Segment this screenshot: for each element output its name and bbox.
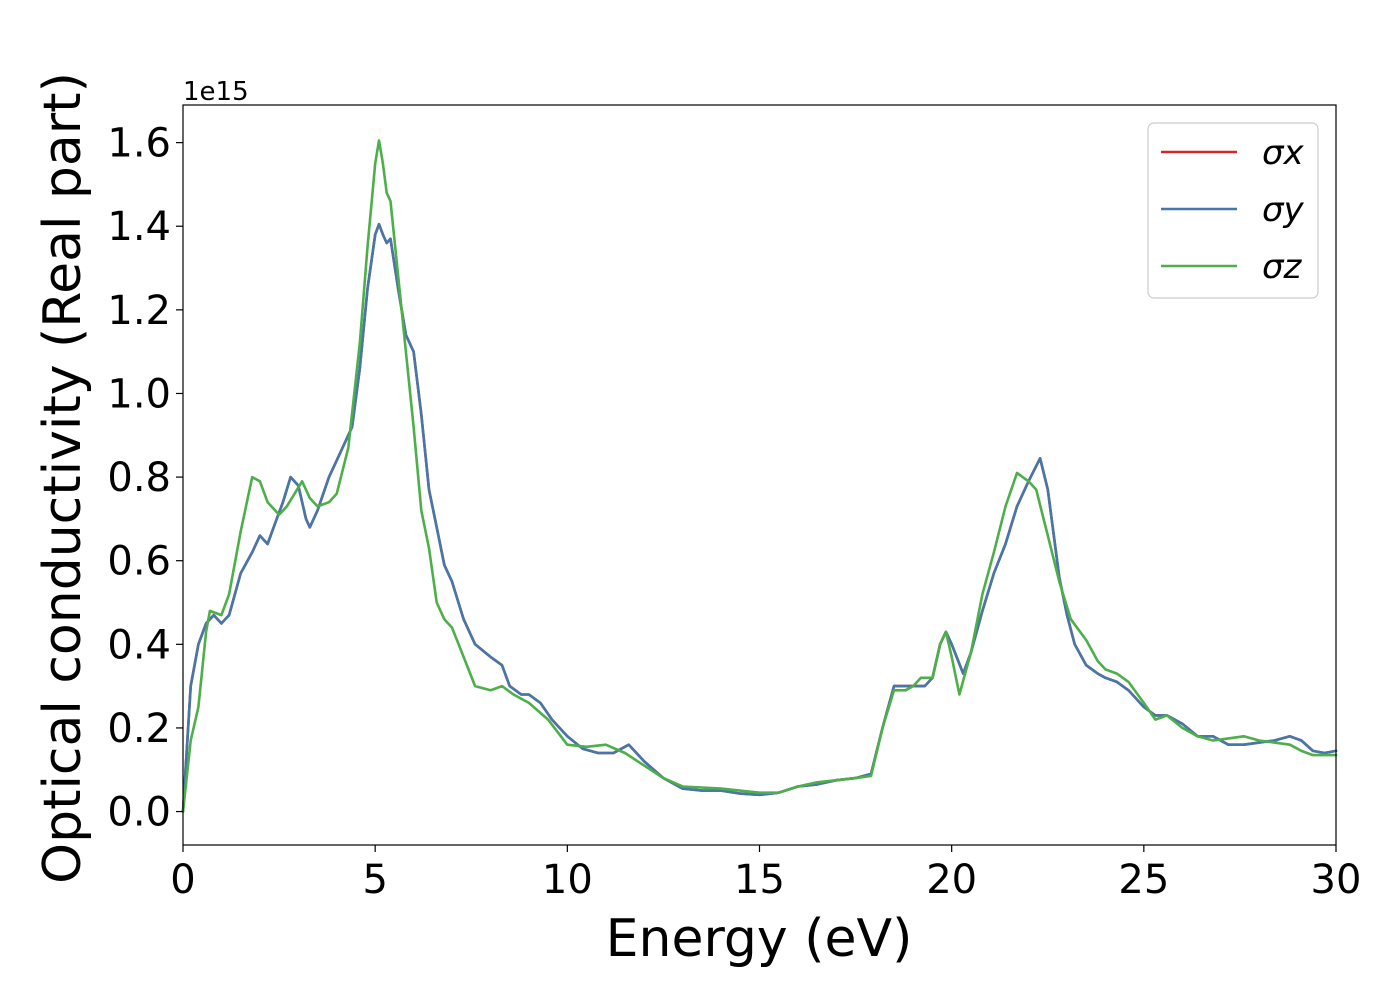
x-axis: 0 5 10 15 20 25 30	[170, 845, 1361, 903]
y-tick-label: 1.0	[107, 371, 171, 417]
x-tick-label: 20	[926, 857, 977, 903]
legend-box	[1147, 122, 1319, 299]
x-tick-label: 25	[1118, 857, 1169, 903]
y-tick-label: 1.4	[107, 204, 171, 250]
series-line-3	[181, 139, 1338, 813]
plot-area	[181, 139, 1338, 813]
y-tick-label: 0.4	[107, 622, 171, 668]
x-tick-label: 30	[1311, 857, 1362, 903]
y-axis: 0.0 0.2 0.4 0.6 0.8 1.0 1.2 1.4 1.6	[107, 121, 183, 836]
legend-label-2: σy	[1262, 190, 1305, 230]
legend: σx σy σz	[1147, 122, 1319, 299]
y-axis-label: Optical conductivity (Real part)	[33, 72, 93, 884]
series-line-2	[181, 222, 1338, 813]
x-axis-label: Energy (eV)	[606, 909, 913, 969]
y-tick-label: 1.6	[107, 121, 171, 167]
x-tick-label: 0	[170, 857, 195, 903]
y-tick-label: 0.8	[107, 455, 171, 501]
series-line-1	[181, 222, 1338, 813]
y-tick-label: 1.2	[107, 288, 171, 334]
x-tick-label: 5	[362, 857, 387, 903]
y-offset-text: 1e15	[183, 77, 249, 107]
y-tick-label: 0.6	[107, 539, 171, 585]
legend-label-3: σz	[1262, 247, 1303, 287]
y-tick-label: 0.0	[107, 790, 171, 836]
y-tick-label: 0.2	[107, 706, 171, 752]
x-tick-label: 15	[734, 857, 785, 903]
x-tick-label: 10	[542, 857, 593, 903]
legend-label-1: σx	[1262, 133, 1305, 173]
